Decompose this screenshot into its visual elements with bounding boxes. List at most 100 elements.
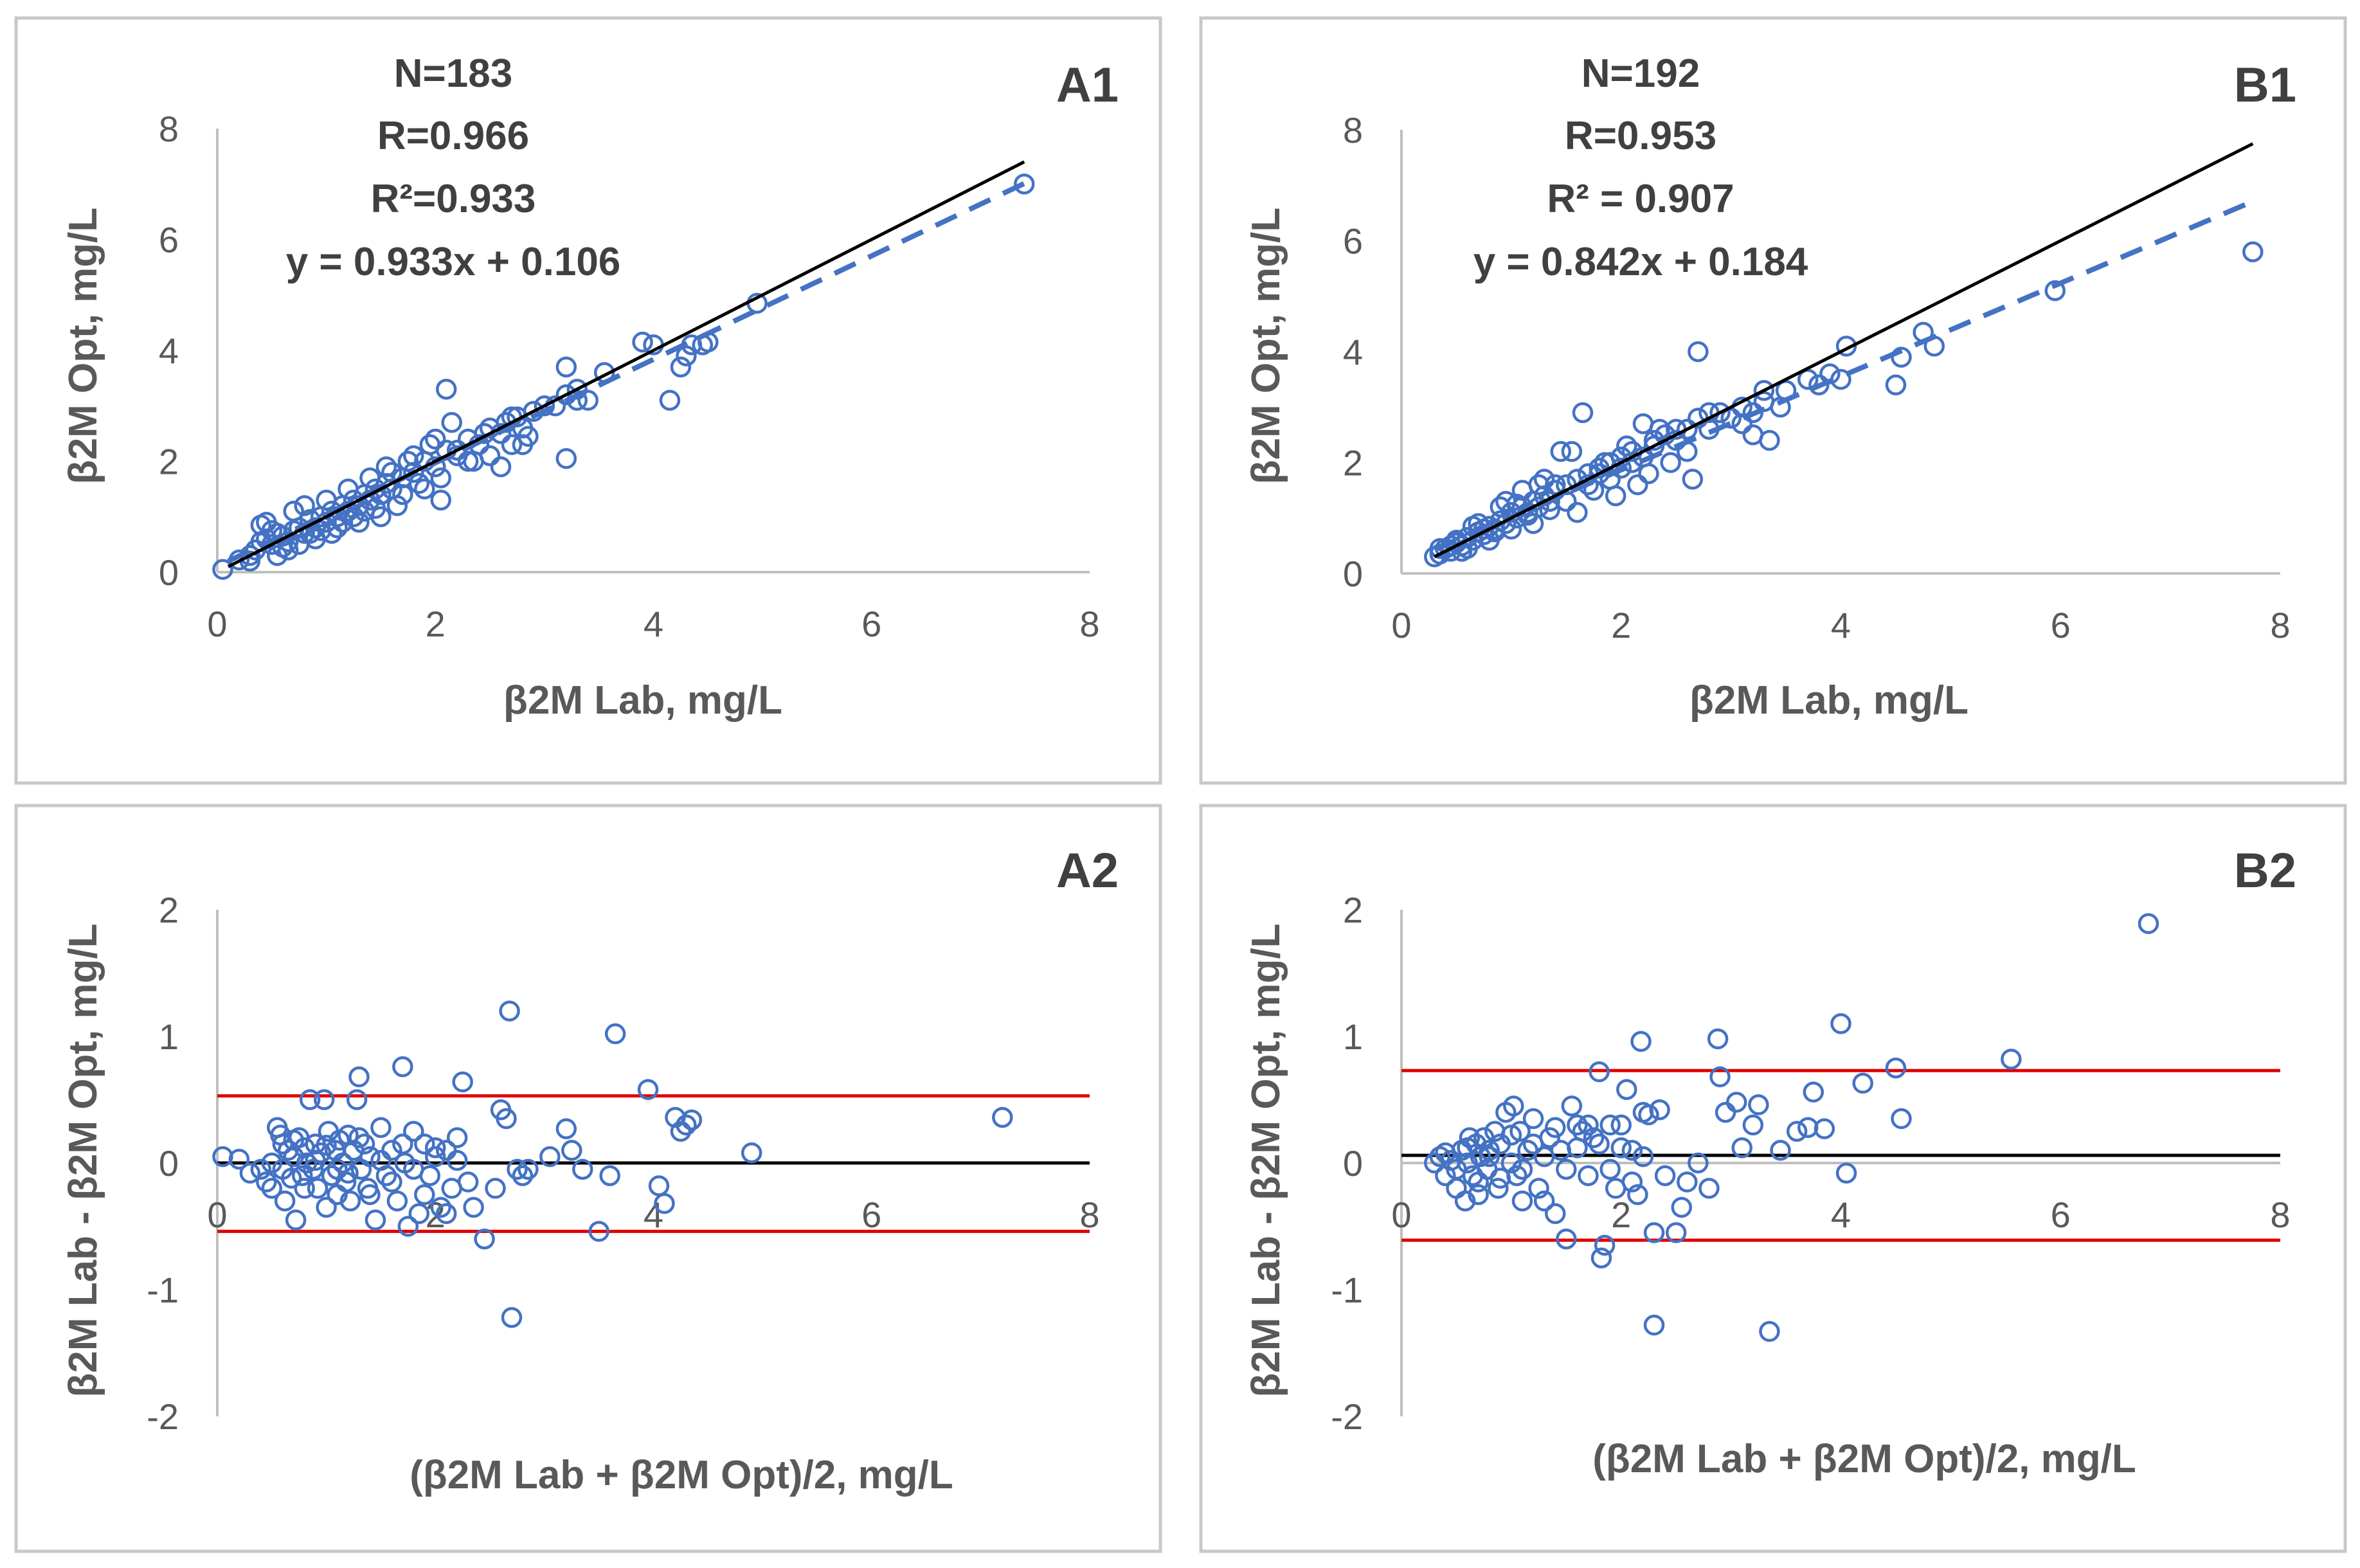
b2-data-point xyxy=(1610,1137,1632,1158)
b2-x-tick-label: 0 xyxy=(1391,1194,1411,1235)
b1-data-point xyxy=(1627,474,1648,496)
a2-data-point xyxy=(403,1121,424,1142)
a1-identity-line xyxy=(227,160,1025,568)
a1-data-point xyxy=(659,390,681,411)
a1-data-point xyxy=(435,379,457,400)
a2-data-point xyxy=(274,1190,296,1212)
a2-data-point xyxy=(555,1118,577,1140)
b2-data-point xyxy=(1556,1158,1577,1180)
b2-data-point xyxy=(1544,1203,1566,1225)
b1-data-point xyxy=(1561,441,1583,462)
b1-x-tick-label: 4 xyxy=(1831,605,1851,645)
b2-data-point xyxy=(1488,1178,1509,1199)
a2-data-point xyxy=(425,1146,446,1167)
b2-data-point xyxy=(1511,1158,1533,1180)
a2-data-point xyxy=(292,1165,313,1186)
b2-x-tick-label: 6 xyxy=(2051,1194,2071,1235)
a2-data-point xyxy=(485,1178,506,1199)
b1-data-point xyxy=(2044,280,2066,302)
panel-a2: A2 β2M Lab - β2M Opt, mg/L (β2M Lab + β2… xyxy=(14,804,1162,1553)
b2-data-point xyxy=(1709,1066,1731,1088)
a1-y-tick-label: 6 xyxy=(159,220,179,260)
a1-data-point xyxy=(348,512,370,533)
a1-data-point xyxy=(490,456,512,478)
a2-data-point xyxy=(228,1148,250,1170)
a2-data-point xyxy=(992,1106,1013,1128)
b1-data-point xyxy=(1808,374,1830,395)
a2-data-point xyxy=(294,1178,315,1199)
b1-x-axis-title: β2M Lab, mg/L xyxy=(1689,678,1968,723)
a2-data-point xyxy=(446,1127,468,1148)
b2-data-point xyxy=(1533,1190,1555,1212)
b2-data-point xyxy=(1468,1184,1489,1205)
panel-a1: A1 N=183 R=0.966 R²=0.933 y = 0.933x + 0… xyxy=(14,16,1162,785)
b2-data-point xyxy=(1599,1114,1621,1136)
b2-data-point xyxy=(1616,1079,1637,1100)
b2-data-point xyxy=(1556,1228,1577,1250)
b2-x-tick-label: 2 xyxy=(1611,1194,1631,1235)
panel-b1-label: B1 xyxy=(2234,58,2296,113)
a2-data-point xyxy=(681,1109,703,1131)
b1-y-tick-label: 2 xyxy=(1343,443,1363,483)
a1-data-point xyxy=(359,467,381,489)
b1-y-tick-label: 0 xyxy=(1343,554,1363,594)
a2-data-point xyxy=(604,1023,626,1045)
b2-data-point xyxy=(1677,1171,1698,1193)
a2-data-point xyxy=(307,1178,329,1199)
b2-data-point xyxy=(1707,1028,1729,1050)
b2-data-point xyxy=(1638,1104,1659,1126)
a1-data-point xyxy=(676,345,697,366)
b1-y-tick-label: 6 xyxy=(1343,221,1363,262)
a2-data-point xyxy=(386,1190,408,1212)
a1-data-point xyxy=(414,478,435,500)
a1-data-point xyxy=(457,451,479,472)
b2-data-point xyxy=(1503,1095,1524,1117)
b2-data-point xyxy=(1803,1081,1824,1103)
a1-x-tick-label: 4 xyxy=(644,604,663,644)
a1-data-point xyxy=(670,356,692,378)
a1-data-point xyxy=(397,451,419,472)
a2-data-point xyxy=(463,1196,484,1218)
a2-data-point xyxy=(654,1193,675,1214)
a2-data-point xyxy=(457,1171,479,1193)
a1-y-tick-label: 8 xyxy=(159,109,179,149)
b2-plot-area: -2 -1 0 1 2 0 2 4 6 8 xyxy=(1331,890,2290,1437)
b2-data-point xyxy=(1621,1171,1643,1193)
a2-data-point xyxy=(397,1216,419,1237)
b2-data-point xyxy=(1544,1117,1566,1139)
b2-data-point xyxy=(1479,1146,1500,1167)
a1-data-point xyxy=(403,445,424,467)
a2-data-point xyxy=(572,1158,593,1180)
a1-data-point xyxy=(375,456,397,478)
b2-data-point xyxy=(1759,1320,1780,1342)
a1-x-axis-title: β2M Lab, mg/L xyxy=(503,678,782,723)
b2-x-tick-label: 8 xyxy=(2270,1194,2290,1235)
a2-y-tick-label: 0 xyxy=(159,1143,179,1184)
a2-data-point xyxy=(261,1152,283,1174)
b1-y-tick-label: 8 xyxy=(1343,110,1363,150)
b2-data-point xyxy=(1630,1031,1652,1052)
b2-data-point xyxy=(2138,913,2159,934)
a2-data-point xyxy=(501,1307,523,1328)
b2-data-point xyxy=(1610,1114,1632,1136)
b2-y-tick-label: 1 xyxy=(1343,1016,1363,1057)
b1-data-point xyxy=(1797,368,1819,390)
b2-data-point xyxy=(1649,1099,1670,1121)
b2-data-point xyxy=(1621,1140,1643,1161)
a1-stat-n: N=183 xyxy=(394,51,512,96)
b2-y-tick-label: 0 xyxy=(1343,1143,1363,1184)
a1-data-point xyxy=(430,489,451,511)
b1-stat-equation: y = 0.842x + 0.184 xyxy=(1473,240,1808,284)
b1-plot-area: 0 2 4 6 8 0 2 4 6 8 xyxy=(1343,110,2291,645)
b2-data-point xyxy=(1511,1190,1533,1212)
b2-data-point xyxy=(1435,1142,1456,1164)
a1-stat-equation: y = 0.933x + 0.106 xyxy=(286,240,621,284)
a1-x-tick-label: 8 xyxy=(1079,604,1099,644)
b2-data-point xyxy=(1835,1162,1857,1184)
b2-data-point xyxy=(1590,1247,1612,1268)
a2-data-point xyxy=(316,1135,337,1156)
a2-data-point xyxy=(507,1158,528,1180)
b2-data-point xyxy=(1654,1165,1676,1186)
a2-data-point xyxy=(392,1133,413,1155)
